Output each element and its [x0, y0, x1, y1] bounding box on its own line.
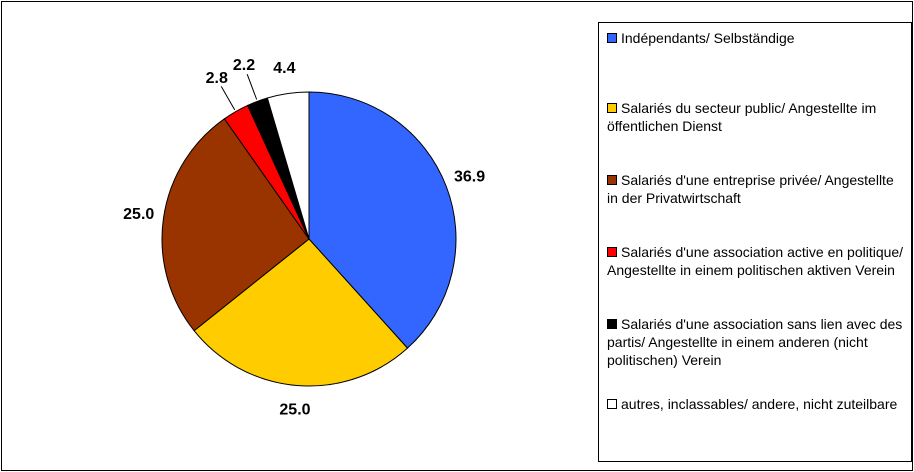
legend-swatch	[607, 175, 617, 185]
legend-swatch	[607, 103, 617, 113]
data-label: 25.0	[123, 206, 154, 223]
data-label: 2.2	[233, 57, 255, 74]
legend-item: Salariés d'une association sans lien ave…	[607, 315, 907, 369]
legend-item: Salariés du secteur public/ Angestellte …	[607, 99, 907, 135]
legend: Indépendants/ Selbständige Salariés du se…	[598, 22, 912, 462]
legend-label: Salariés d'une entreprise privée/ Angest…	[607, 172, 894, 206]
data-label: 36.9	[454, 169, 485, 186]
legend-label: Salariés du secteur public/ Angestellte …	[607, 100, 877, 134]
leader-line	[220, 86, 236, 111]
legend-item: autres, inclassables/ andere, nicht zute…	[607, 395, 907, 413]
legend-swatch	[607, 319, 617, 329]
data-label: 25.0	[279, 402, 310, 419]
legend-item: Salariés d'une association active en pol…	[607, 243, 907, 279]
legend-label: Salariés d'une association active en pol…	[607, 244, 904, 278]
pie-slice	[193, 238, 409, 387]
leader-line	[246, 74, 258, 100]
legend-swatch	[607, 399, 617, 409]
pie-slice	[266, 91, 310, 240]
pie-slice	[308, 91, 457, 349]
data-label: 2.8	[206, 70, 228, 87]
legend-swatch	[607, 247, 617, 257]
legend-swatch	[607, 33, 617, 43]
legend-label: Indépendants/ Selbständige	[621, 30, 795, 46]
legend-label: autres, inclassables/ andere, nicht zute…	[621, 396, 898, 412]
legend-label: Salariés d'une association sans lien ave…	[607, 316, 903, 368]
legend-item: Indépendants/ Selbständige	[607, 29, 907, 47]
pie-slice	[161, 118, 310, 332]
data-label: 4.4	[273, 60, 295, 77]
legend-item: Salariés d'une entreprise privée/ Angest…	[607, 171, 907, 207]
